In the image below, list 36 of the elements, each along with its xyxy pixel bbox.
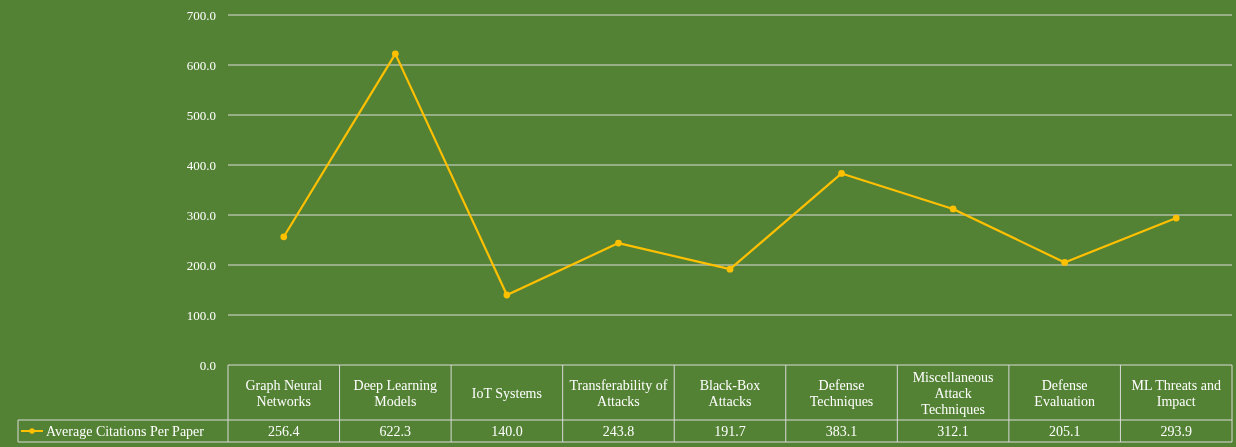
point <box>615 239 622 247</box>
text: 205.1 <box>1048 424 1081 439</box>
y-tick-label: 200.0 <box>186 257 216 273</box>
x-tick-label: Transferability of Attacks <box>569 377 668 409</box>
text: 293.9 <box>1160 424 1192 439</box>
text: 140.0 <box>491 424 523 439</box>
point <box>838 170 845 177</box>
point <box>280 233 288 241</box>
x-tick-label: IoT Systems <box>471 385 542 401</box>
text: 312.1 <box>937 424 969 439</box>
y-tick-label: 400.0 <box>186 157 216 173</box>
point <box>1061 259 1069 266</box>
x-tick-label: Defense Techniques <box>809 377 874 409</box>
point <box>949 205 957 213</box>
x-tick-label: Defense Evaluation <box>1034 377 1095 409</box>
text: 243.8 <box>602 424 635 439</box>
legend-label: Average Citations Per Paper <box>46 424 205 439</box>
text: 191.7 <box>714 424 746 439</box>
point <box>1172 214 1180 222</box>
point <box>391 50 399 58</box>
x-tick-label: Miscellaneous Attack Techniques <box>912 369 994 417</box>
x-tick-label: Graph Neural Networks <box>245 377 323 409</box>
y-tick-label: 0.0 <box>199 357 216 373</box>
text: 383.1 <box>825 424 858 439</box>
y-tick-label: 600.0 <box>186 57 216 73</box>
y-tick-label: 300.0 <box>186 207 216 223</box>
y-tick-label: 700.0 <box>186 7 216 23</box>
point <box>726 265 734 273</box>
text: 622.3 <box>379 424 412 439</box>
x-tick-label: Black-Box Attacks <box>699 377 761 409</box>
y-tick-label: 100.0 <box>186 307 216 323</box>
y-tick-label: 500.0 <box>186 107 216 123</box>
x-tick-label: Deep Learning Models <box>353 377 438 409</box>
text: 256.4 <box>268 424 300 439</box>
x-tick-label: ML Threats and Impact <box>1131 377 1221 409</box>
point <box>503 291 511 299</box>
